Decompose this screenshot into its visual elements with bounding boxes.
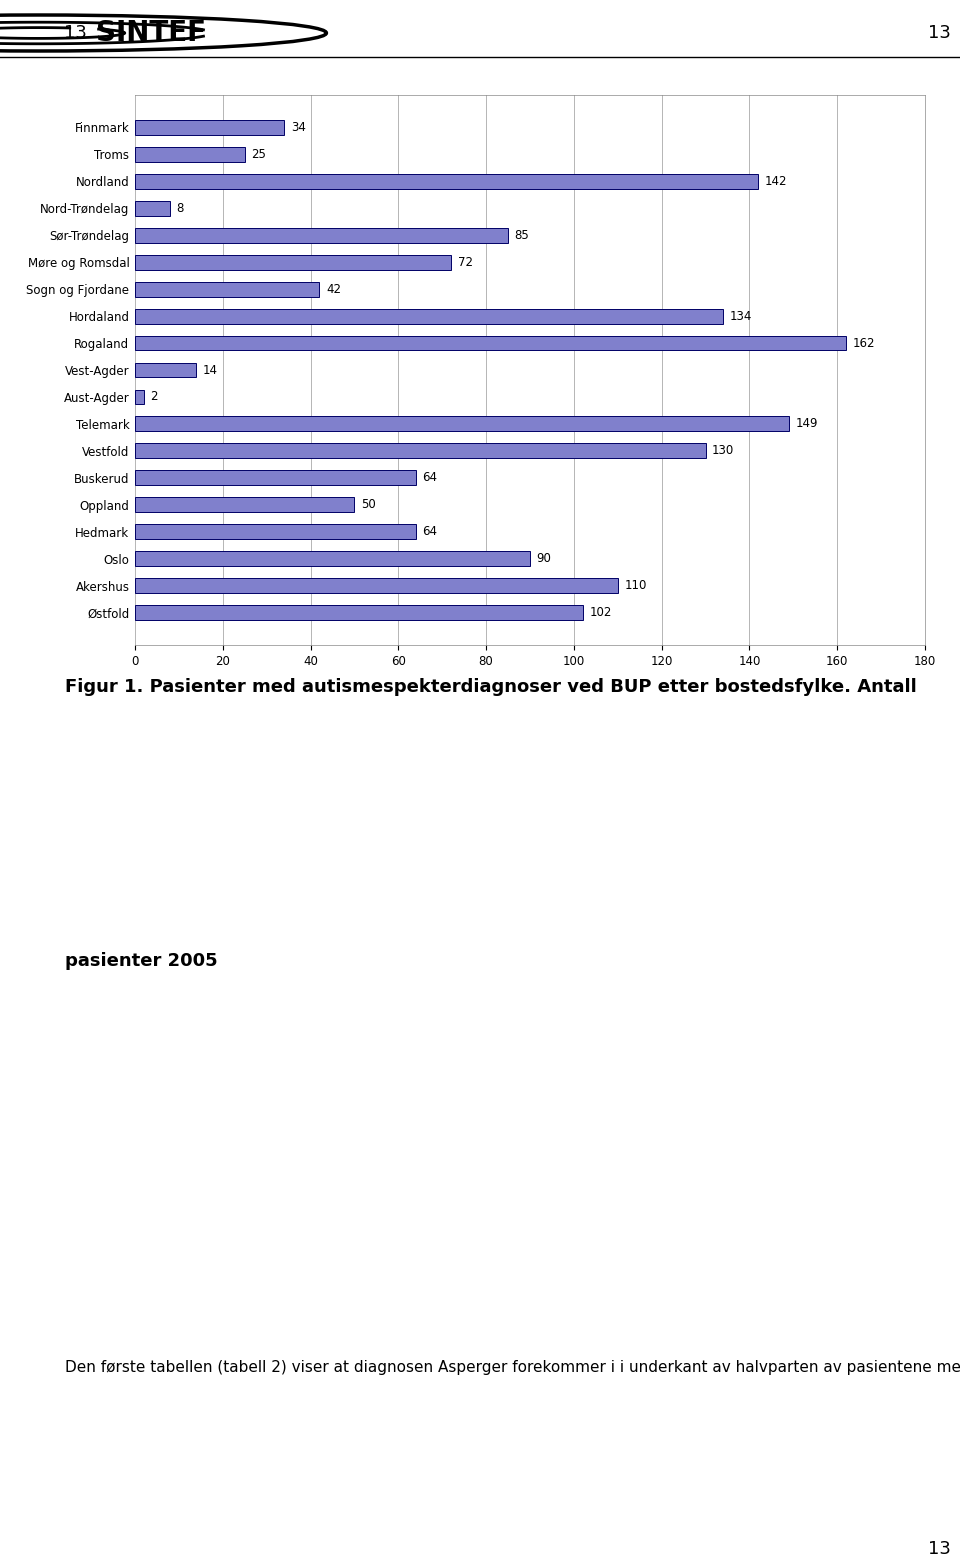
Bar [135,336,846,350]
Bar [135,552,530,566]
Bar [135,147,245,163]
Text: 85: 85 [515,228,529,242]
Text: 149: 149 [796,417,818,430]
Bar [135,281,320,297]
Bar [135,470,416,485]
Text: 162: 162 [852,336,876,350]
Bar [135,605,583,621]
Text: 64: 64 [422,525,438,538]
Bar [135,389,144,405]
Text: 102: 102 [589,606,612,619]
Text: 13: 13 [927,1540,950,1558]
Text: 25: 25 [252,148,266,161]
Text: 8: 8 [177,202,184,214]
Bar [135,120,284,134]
Bar [135,524,416,539]
Bar [135,416,789,431]
Text: pasienter 2005: pasienter 2005 [65,952,218,971]
Text: 13: 13 [63,23,86,42]
Bar [135,202,170,216]
Bar [135,308,723,324]
Text: 50: 50 [361,499,375,511]
Bar [135,444,706,458]
Text: 2: 2 [151,391,157,403]
Text: 64: 64 [422,472,438,485]
Text: 72: 72 [458,256,472,269]
Text: 13: 13 [927,23,950,42]
Text: 134: 134 [730,309,752,322]
Text: 42: 42 [325,283,341,295]
Bar [135,255,451,269]
Text: 130: 130 [712,444,734,458]
Bar [135,497,354,513]
Text: Figur 1. Pasienter med autismespekterdiagnoser ved BUP etter bostedsfylke. Antal: Figur 1. Pasienter med autismespekterdia… [65,678,917,696]
Bar [135,578,618,592]
Bar [135,228,508,242]
Text: Den første tabellen (tabell 2) viser at diagnosen Asperger forekommer i i underk: Den første tabellen (tabell 2) viser at … [65,1358,960,1375]
Bar [135,173,758,189]
Bar [135,363,197,377]
Text: 14: 14 [203,364,218,377]
Text: 142: 142 [765,175,787,188]
Text: 34: 34 [291,120,305,134]
Text: 110: 110 [624,580,647,592]
Text: SINTEF: SINTEF [96,19,206,47]
Text: 90: 90 [537,552,551,566]
